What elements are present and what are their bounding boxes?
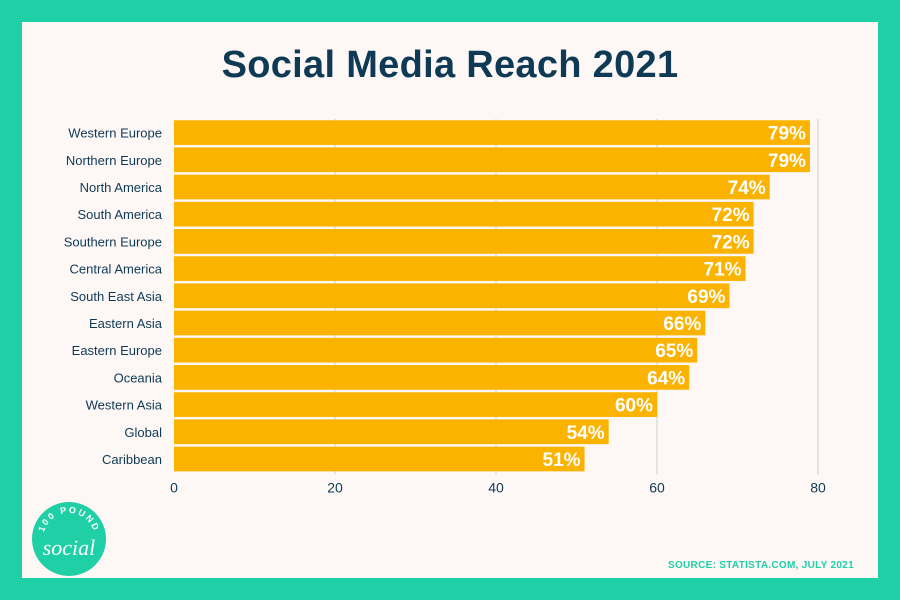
source-note: SOURCE: STATISTA.COM, JULY 2021 [667, 560, 854, 571]
category-label: Eastern Asia [89, 316, 163, 331]
data-label: 72% [712, 232, 750, 253]
data-label: 65% [655, 341, 693, 362]
bar [174, 283, 730, 309]
category-label: Central America [70, 262, 163, 277]
x-tick-label: 20 [327, 480, 343, 496]
category-label: Southern Europe [64, 234, 162, 249]
data-label: 64% [647, 368, 685, 389]
bar [174, 365, 690, 390]
data-label: 72% [712, 205, 750, 226]
x-tick-label: 60 [649, 480, 665, 496]
bar [174, 310, 706, 336]
category-label: South America [77, 207, 162, 222]
category-label: Eastern Europe [72, 343, 162, 358]
data-label: 60% [615, 396, 653, 417]
data-label: 71% [704, 260, 742, 281]
bar-chart: 0 20 40 60 80 Western Europe 79% Northern Europ… [64, 119, 826, 496]
bar [174, 419, 609, 445]
category-label: Northern Europe [66, 153, 162, 168]
bar [174, 446, 585, 472]
data-label: 79% [768, 124, 806, 145]
category-label: Global [124, 425, 162, 440]
x-tick-label: 40 [488, 480, 504, 496]
bar [174, 229, 754, 254]
data-label: 74% [728, 178, 766, 199]
bar [174, 201, 754, 227]
category-label: Western Europe [68, 126, 162, 141]
x-tick-label: 0 [170, 480, 178, 496]
data-label: 51% [543, 450, 581, 471]
data-label: 69% [687, 287, 725, 308]
data-label: 66% [663, 314, 701, 335]
category-label: North America [80, 180, 163, 195]
data-label: 54% [567, 423, 605, 444]
category-label: South East Asia [70, 289, 163, 304]
logo-script-text: social [43, 535, 96, 560]
chart-card: Social Media Reach 2021 0 20 40 60 80 Western… [22, 22, 878, 578]
category-label: Western Asia [86, 398, 163, 413]
bar [174, 392, 657, 417]
100-pound-social-logo: 100 POUND social [32, 502, 106, 576]
category-label: Caribbean [102, 452, 162, 467]
bar [174, 147, 810, 173]
category-label: Oceania [114, 370, 163, 385]
bar [174, 174, 770, 200]
bar [174, 256, 746, 281]
data-label: 79% [768, 151, 806, 172]
bar [174, 120, 810, 145]
x-tick-label: 80 [810, 480, 826, 496]
chart-title: Social Media Reach 2021 [221, 44, 679, 86]
bar [174, 337, 698, 363]
